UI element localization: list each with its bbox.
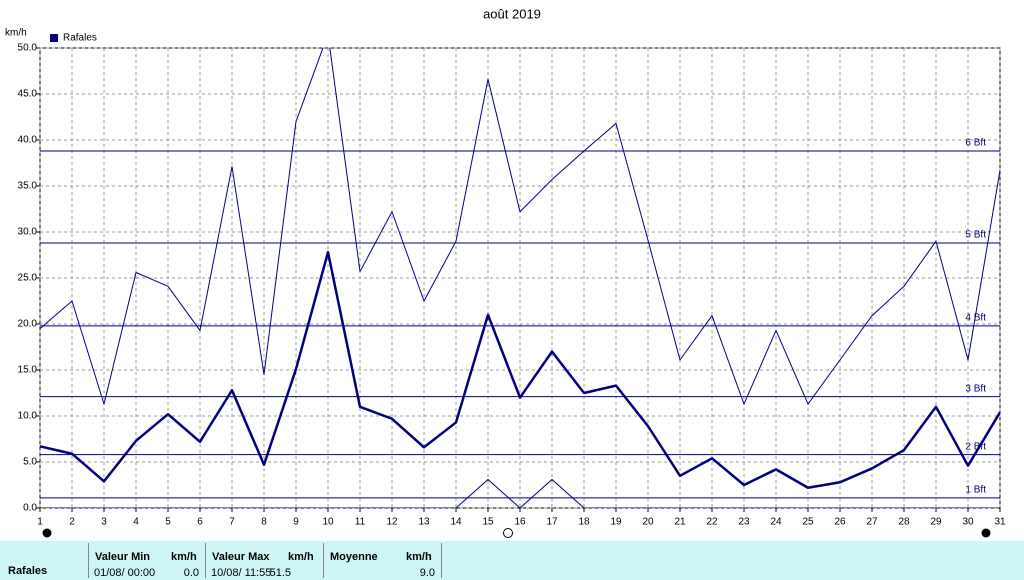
- reference-label: 6 Bft: [965, 138, 986, 149]
- y-tick-label: 50.0: [18, 43, 38, 54]
- value: 0.0: [183, 567, 199, 579]
- x-tick-label: 24: [770, 517, 782, 528]
- header: Valeur Min: [95, 551, 151, 563]
- x-tick-label: 30: [962, 517, 974, 528]
- unit: km/h: [171, 551, 197, 563]
- y-tick-label: 20.0: [18, 319, 38, 330]
- x-tick-label: 31: [994, 517, 1006, 528]
- cell: Moyenne km/h 9.0: [323, 543, 442, 579]
- y-unit: km/h: [5, 28, 27, 39]
- data-line: [40, 250, 1000, 490]
- x-tick-label: 4: [133, 517, 139, 528]
- x-tick-label: 9: [293, 517, 299, 528]
- x-tick-label: 27: [866, 517, 878, 528]
- y-tick-label: 35.0: [18, 181, 38, 192]
- cell: Valeur Min km/h 01/08/ 00:00 0.0: [88, 543, 205, 579]
- x-tick-label: 10: [322, 517, 334, 528]
- header: Moyenne: [330, 551, 378, 563]
- x-tick-label: 13: [418, 517, 430, 528]
- y-tick-label: 25.0: [18, 273, 38, 284]
- y-tick-label: 15.0: [18, 365, 38, 376]
- x-tick-label: 19: [610, 517, 622, 528]
- y-tick-label: 45.0: [18, 89, 38, 100]
- chart: août 2019 km/h Rafales 0.0 5.0 10.0 15.0 20.…: [5, 6, 1006, 538]
- row-label: Rafales: [8, 565, 48, 577]
- reference-label: 4 Bft: [965, 312, 986, 323]
- value: 51.5: [269, 567, 291, 579]
- x-tick-label: 26: [834, 517, 846, 528]
- x-tick-label: 3: [101, 517, 107, 528]
- summary-table: Rafales Valeur Min km/h 01/08/ 00:00 0.0…: [0, 541, 1024, 580]
- moon-icon: [42, 528, 52, 538]
- x-tick-label: 15: [482, 517, 494, 528]
- y-tick-label: 0.0: [23, 503, 37, 514]
- x-tick-label: 23: [738, 517, 750, 528]
- unit: km/h: [406, 551, 432, 563]
- unit: km/h: [288, 551, 314, 563]
- x-tick-label: 14: [450, 517, 462, 528]
- x-tick-label: 8: [261, 517, 267, 528]
- date: 10/08/ 11:55: [211, 567, 272, 579]
- x-tick-label: 21: [674, 517, 686, 528]
- x-tick-label: 1: [37, 517, 43, 528]
- x-tick-label: 16: [514, 517, 526, 528]
- x-tick-label: 6: [197, 517, 203, 528]
- date: 01/08/ 00:00: [94, 567, 156, 579]
- data-line: [40, 48, 1000, 405]
- x-tick-label: 18: [578, 517, 590, 528]
- x-tick-label: 25: [802, 517, 814, 528]
- x-tick-label: 29: [930, 517, 942, 528]
- x-tick-label: 12: [386, 517, 398, 528]
- plot-area: [40, 48, 1000, 508]
- x-tick-label: 20: [642, 517, 654, 528]
- y-tick-label: 5.0: [23, 457, 37, 468]
- reference-label: 1 Bft: [965, 485, 986, 496]
- x-tick-label: 5: [165, 517, 171, 528]
- value: 9.0: [419, 567, 435, 579]
- moon-icon: [981, 528, 991, 538]
- reference-label: 5 Bft: [965, 230, 986, 241]
- x-tick-label: 17: [546, 517, 558, 528]
- chart-title: août 2019: [483, 6, 541, 21]
- y-tick-label: 30.0: [18, 227, 38, 238]
- cell: Valeur Max km/h 10/08/ 11:55 51.5: [205, 543, 323, 579]
- header: Valeur Max: [212, 551, 270, 563]
- x-tick-label: 2: [69, 517, 75, 528]
- x-tick-label: 7: [229, 517, 235, 528]
- legend-label: Rafales: [63, 33, 97, 44]
- reference-label: 3 Bft: [965, 383, 986, 394]
- x-tick-label: 22: [706, 517, 718, 528]
- x-tick-label: 28: [898, 517, 910, 528]
- x-tick-label: 11: [355, 517, 366, 528]
- y-tick-label: 10.0: [18, 411, 38, 422]
- reference-label: 2 Bft: [965, 441, 986, 452]
- moon-icon: [503, 528, 513, 538]
- y-tick-label: 40.0: [18, 135, 38, 146]
- legend-swatch: [50, 34, 58, 42]
